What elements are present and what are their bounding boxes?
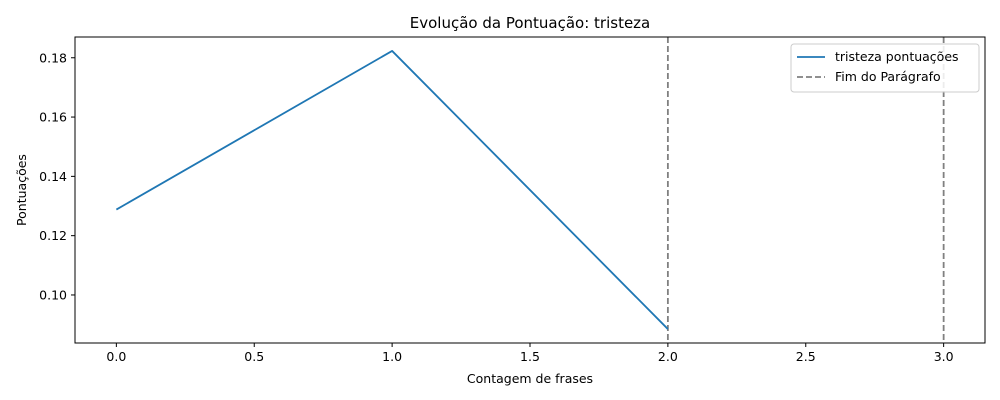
x-tick-label: 1.0 [382,349,402,364]
y-tick-label: 0.16 [39,110,67,125]
x-tick-label: 2.0 [658,349,678,364]
x-axis-label: Contagem de frases [467,371,593,386]
y-tick-label: 0.18 [39,50,67,65]
legend-label-series: tristeza pontuações [835,49,959,64]
plot-area: 0.0 0.5 1.0 1.5 2.0 2.5 3.0 0.10 0.12 0.14 0.16 0.1… [39,36,986,364]
x-tick-label: 2.5 [796,349,816,364]
legend-label-vlines: Fim do Parágrafo [835,69,941,84]
y-tick-label: 0.10 [39,287,67,302]
y-tick-label: 0.14 [39,169,67,184]
y-tick-label: 0.12 [39,228,67,243]
y-axis-label: Pontuações [14,154,29,226]
chart-title: Evolução da Pontuação: tristeza [410,14,651,32]
legend-box [790,43,980,93]
x-tick-label: 0.5 [244,349,264,364]
x-tick-label: 1.5 [520,349,540,364]
x-tick-label: 3.0 [934,349,954,364]
series-line-0 [115,50,669,330]
legend: tristeza pontuações Fim do Parágrafo [790,43,980,93]
x-tick-label: 0.0 [106,349,126,364]
